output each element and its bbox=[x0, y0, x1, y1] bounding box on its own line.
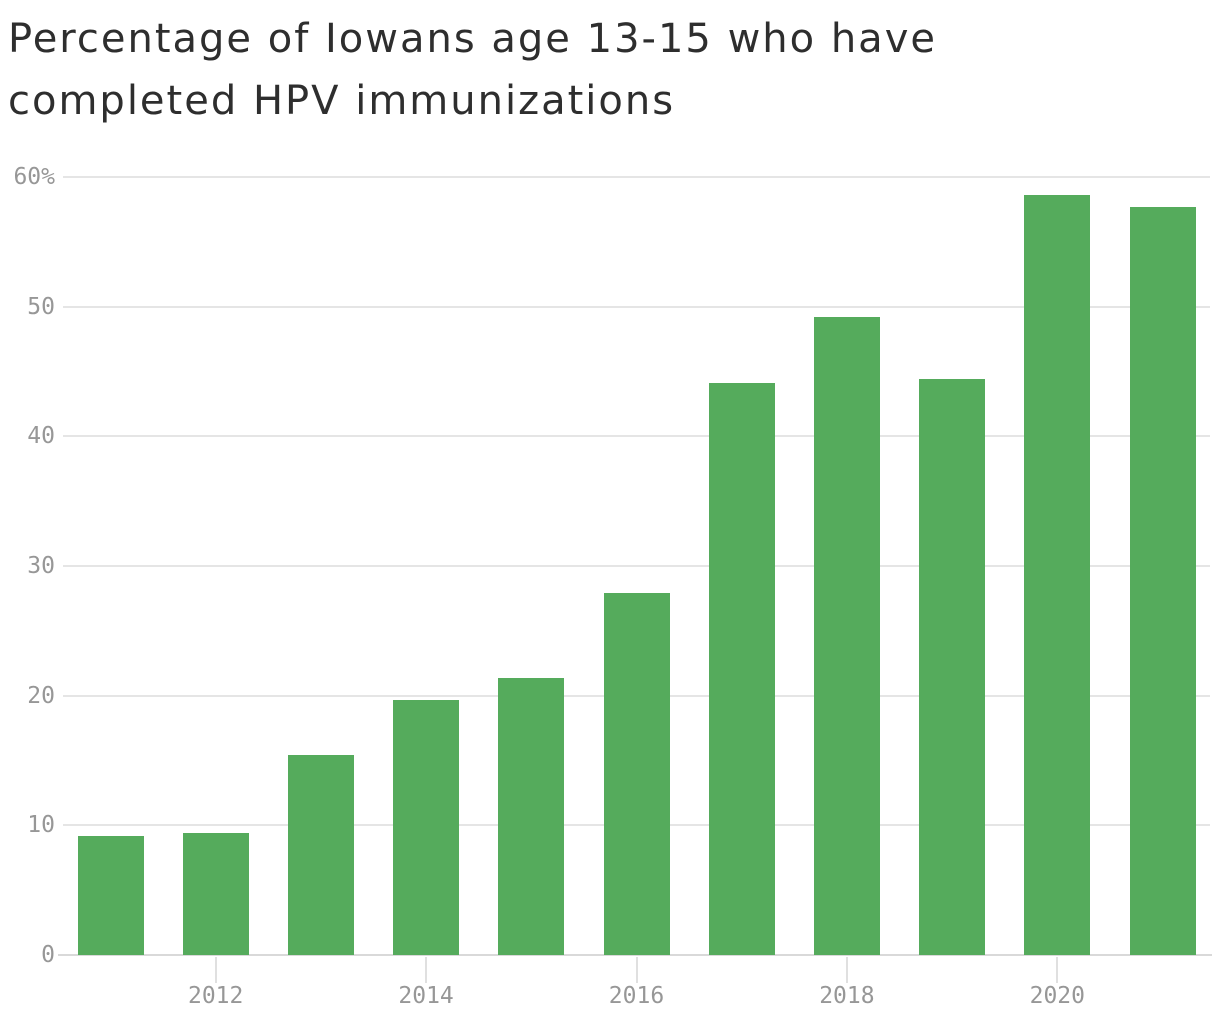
bar bbox=[182, 833, 249, 955]
x-axis-tick-label: 2020 bbox=[1029, 983, 1085, 1009]
gridline bbox=[63, 435, 1210, 438]
x-axis-tick bbox=[635, 957, 638, 983]
bar bbox=[393, 700, 460, 955]
bar bbox=[813, 317, 880, 955]
gridline bbox=[63, 176, 1210, 178]
bar bbox=[919, 379, 986, 955]
x-axis-tick bbox=[425, 957, 428, 983]
bar bbox=[708, 383, 775, 955]
bar bbox=[498, 678, 565, 955]
x-axis-tick bbox=[214, 957, 217, 983]
y-axis-tick-label: 20 bbox=[27, 682, 55, 709]
y-axis-tick-label: 10 bbox=[27, 812, 55, 839]
x-axis-tick-label: 2012 bbox=[187, 983, 244, 1009]
x-axis-tick-label: 2016 bbox=[608, 983, 665, 1009]
gridline bbox=[63, 305, 1210, 308]
x-axis-tick bbox=[1056, 957, 1059, 983]
x-axis-tick-label: 2014 bbox=[398, 983, 454, 1009]
x-axis-line bbox=[58, 954, 1212, 956]
bar bbox=[287, 755, 354, 955]
chart-title-line-2: completed HPV immunizations bbox=[8, 78, 676, 124]
y-axis-tick-label: 60% bbox=[13, 164, 55, 190]
y-axis-tick-label: 50 bbox=[27, 293, 55, 320]
bar bbox=[1129, 207, 1196, 955]
y-axis-tick-label: 40 bbox=[27, 423, 55, 450]
chart-title-line-1: Percentage of Iowans age 13-15 who have bbox=[8, 16, 937, 62]
gridline bbox=[63, 565, 1210, 567]
x-axis-tick bbox=[845, 957, 848, 983]
bar bbox=[77, 836, 144, 955]
y-axis-tick-label: 0 bbox=[41, 942, 55, 968]
chart-title: Percentage of Iowans age 13-15 who have … bbox=[8, 8, 937, 132]
bar bbox=[1024, 195, 1091, 955]
bar bbox=[603, 593, 670, 955]
y-axis-tick-label: 30 bbox=[27, 553, 55, 579]
x-axis-tick-label: 2018 bbox=[819, 983, 875, 1009]
